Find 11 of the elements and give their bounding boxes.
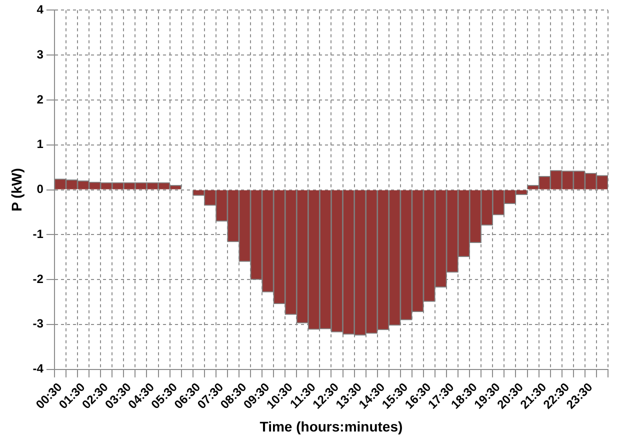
y-tick-label: 2 (36, 92, 44, 106)
y-tick-label: 1 (36, 137, 44, 152)
y-tick-label: -1 (32, 226, 44, 241)
y-tick-label: 3 (36, 47, 44, 62)
y-axis-title: P (kW) (8, 168, 24, 212)
y-tick-label: -4 (32, 362, 44, 376)
y-tick-label: 4 (36, 2, 44, 17)
x-axis-title: Time (hours:minutes) (260, 418, 403, 434)
y-tick-label: -2 (32, 272, 44, 286)
y-tick-label: 0 (36, 182, 44, 196)
y-tick-label: -3 (32, 316, 44, 331)
